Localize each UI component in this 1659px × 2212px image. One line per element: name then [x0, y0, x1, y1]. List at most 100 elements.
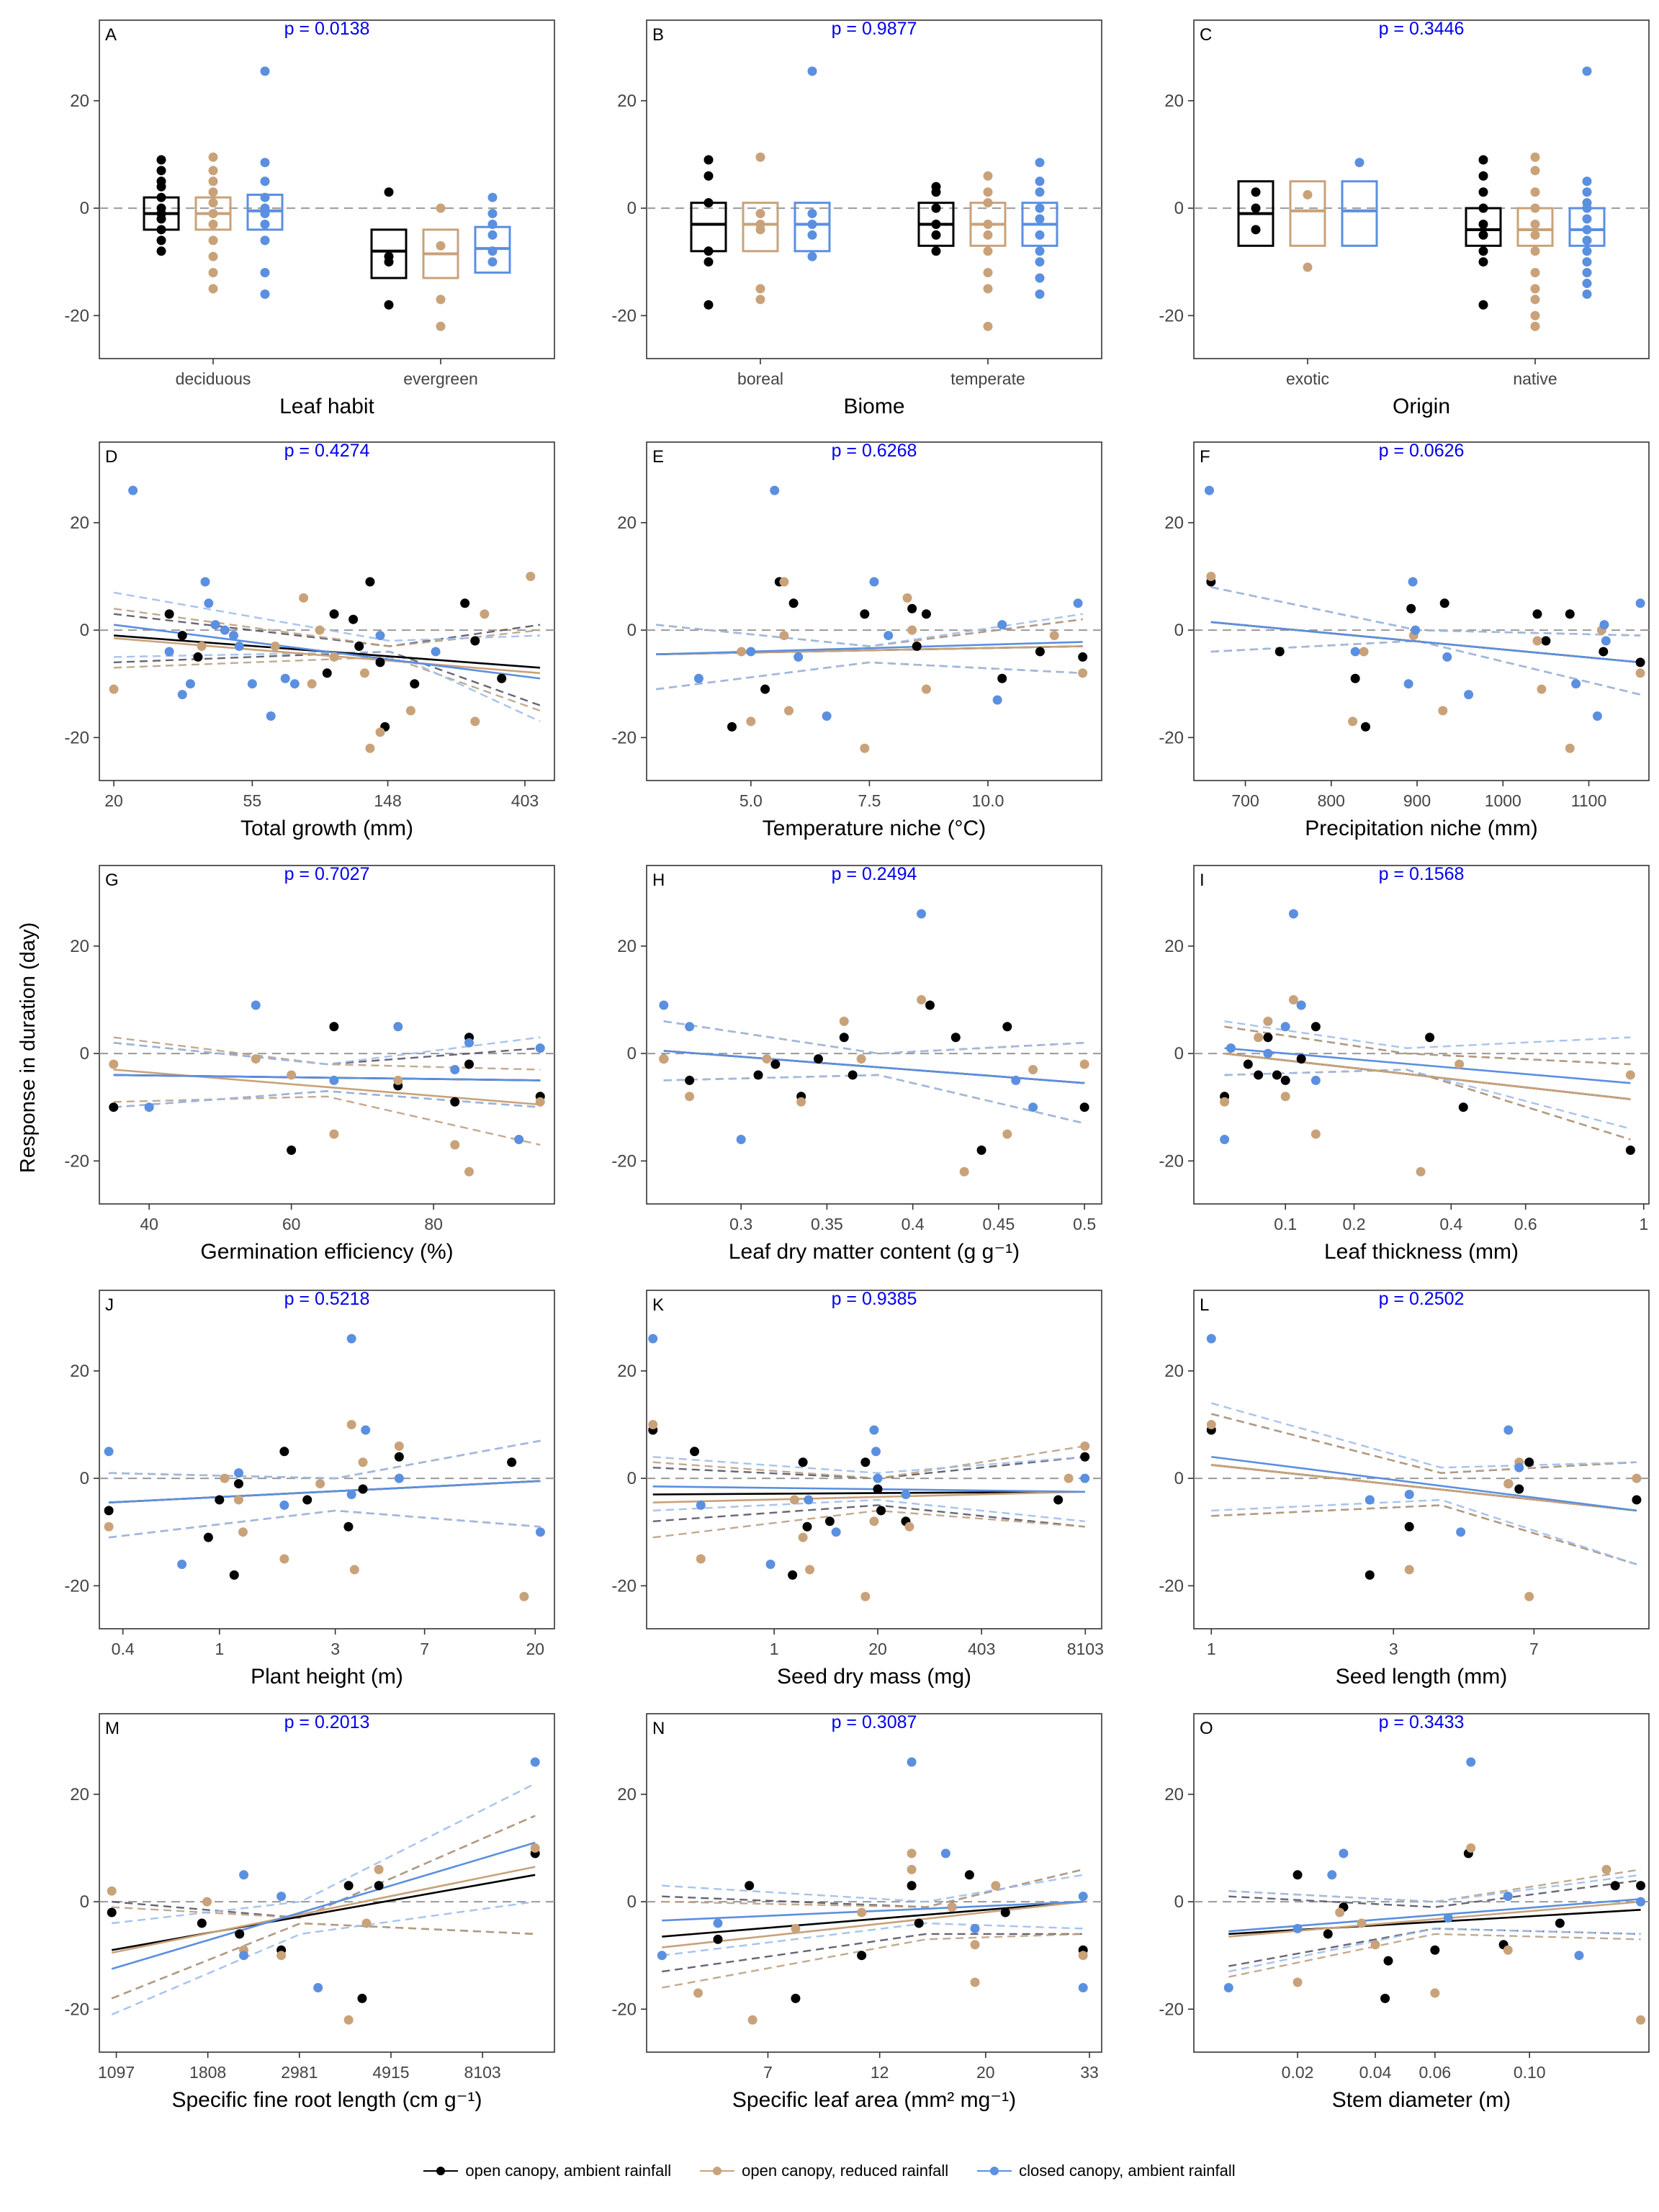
x-axis-title: Germination efficiency (%)	[200, 1240, 453, 1264]
x-tick-label: 8103	[1067, 1640, 1104, 1658]
fit-line	[662, 1900, 1084, 1938]
confidence-band	[113, 1090, 541, 1108]
y-tick-label: 20	[617, 1785, 637, 1804]
y-tick-label: 20	[70, 1785, 89, 1804]
data-point	[1357, 1918, 1367, 1928]
data-point	[144, 1102, 154, 1112]
data-point	[931, 230, 941, 240]
data-point	[703, 300, 714, 310]
data-point	[1383, 1956, 1393, 1966]
data-point	[991, 1881, 1001, 1891]
data-point	[1530, 321, 1540, 331]
data-point	[997, 673, 1007, 683]
x-axis-title: Temperature niche (°C)	[763, 817, 986, 840]
data-point	[233, 1479, 243, 1489]
data-point	[703, 171, 714, 181]
data-point	[1028, 1102, 1038, 1112]
data-point	[1530, 187, 1540, 197]
data-point	[1524, 1457, 1534, 1467]
x-tick-label: 60	[282, 1215, 301, 1233]
data-point	[208, 209, 218, 219]
confidence-band	[109, 1439, 541, 1480]
panel-frame	[99, 865, 555, 1205]
confidence-band	[656, 661, 1083, 691]
data-point	[970, 1923, 980, 1933]
data-point	[703, 155, 714, 165]
data-point	[107, 1907, 117, 1917]
confidence-band	[663, 1020, 1085, 1055]
data-point	[431, 647, 441, 657]
confidence-band	[111, 1922, 536, 2000]
data-point	[860, 743, 870, 753]
y-tick-label: 20	[617, 1362, 637, 1381]
data-point	[1503, 1892, 1513, 1902]
data-point	[220, 625, 230, 635]
data-point	[789, 1495, 799, 1505]
panel-frame	[1193, 19, 1650, 359]
data-point	[703, 246, 714, 256]
data-point	[315, 625, 325, 635]
data-point	[779, 631, 789, 641]
data-point	[197, 641, 207, 651]
x-tick-label: 0.4	[1439, 1215, 1462, 1233]
data-point	[807, 251, 817, 261]
confidence-band	[662, 1933, 1084, 1973]
data-point	[822, 711, 832, 721]
data-point	[361, 1425, 371, 1435]
data-point	[760, 684, 770, 694]
x-tick-label: 0.5	[1073, 1215, 1096, 1233]
data-point	[346, 1334, 356, 1344]
data-point	[1466, 1757, 1476, 1767]
x-tick-label: 0.4	[902, 1215, 925, 1233]
data-point	[1035, 257, 1045, 267]
data-point	[1323, 1929, 1333, 1939]
y-tick-label: 20	[70, 1362, 89, 1381]
data-point	[464, 1166, 474, 1177]
data-point	[753, 1070, 763, 1080]
data-point	[1359, 647, 1369, 657]
confidence-band	[1228, 1928, 1641, 1973]
data-point	[703, 257, 714, 267]
panel-letter: C	[1200, 25, 1212, 45]
panel-frame	[646, 441, 1102, 781]
data-point	[1078, 652, 1088, 662]
x-axis-title: Specific fine root length (cm g⁻¹)	[171, 2088, 482, 2112]
data-point	[755, 209, 765, 219]
data-point	[755, 225, 765, 235]
x-tick-label: 2981	[281, 2063, 318, 2082]
fit-line	[662, 1900, 1084, 1948]
data-point	[384, 257, 394, 267]
panel-frame	[99, 1713, 555, 2053]
data-point	[824, 1516, 835, 1527]
data-point	[1292, 1870, 1303, 1880]
confidence-band	[112, 1815, 536, 1919]
data-point	[287, 1145, 297, 1155]
data-point	[1411, 625, 1421, 635]
data-point	[1073, 598, 1083, 608]
data-point	[1079, 1059, 1089, 1069]
p-value-label: p = 0.2502	[1379, 1289, 1465, 1309]
data-point	[234, 641, 244, 651]
data-point	[535, 1043, 545, 1053]
data-point	[1625, 1070, 1635, 1080]
data-point	[487, 209, 498, 219]
y-tick-label: -20	[611, 2000, 637, 2019]
data-point	[907, 1757, 917, 1767]
panel-frame	[99, 19, 555, 359]
data-point	[507, 1457, 517, 1467]
data-point	[215, 1495, 225, 1505]
data-point	[947, 1902, 957, 1912]
x-tick-label: 33	[1080, 2063, 1099, 2082]
data-point	[901, 1489, 911, 1499]
confidence-band	[1228, 1879, 1641, 1908]
x-tick-label: 0.3	[729, 1215, 752, 1233]
data-point	[1251, 187, 1261, 197]
data-point	[1360, 721, 1370, 732]
data-point	[233, 1495, 243, 1505]
data-point	[436, 321, 446, 331]
data-point	[247, 679, 257, 689]
data-point	[860, 609, 870, 619]
data-point	[464, 1059, 474, 1069]
x-tick-label: 0.10	[1514, 2063, 1546, 2082]
